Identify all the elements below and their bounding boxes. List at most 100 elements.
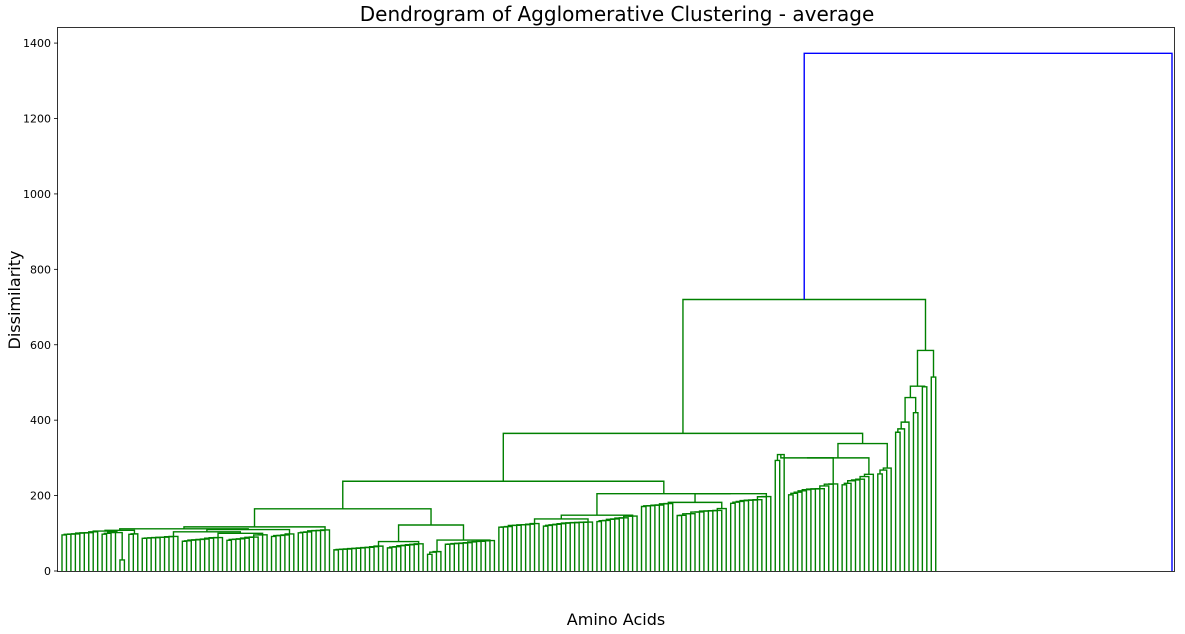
dendrogram-link: [270, 535, 277, 571]
dendrogram-link: [533, 518, 589, 524]
dendrogram-link: [426, 553, 433, 571]
dendrogram-link: [877, 473, 883, 571]
dendrogram-link: [257, 534, 268, 571]
dendrogram-link: [429, 551, 438, 571]
dendrogram-link: [172, 531, 242, 537]
dendrogram-link: [228, 538, 237, 571]
y-tick-label: 1000: [23, 188, 51, 201]
dendrogram-link: [143, 537, 152, 571]
dendrogram-link: [643, 505, 652, 571]
dendrogram-link: [333, 549, 340, 571]
dendrogram-link: [712, 509, 723, 571]
dendrogram-link: [297, 532, 304, 571]
dendrogram-link: [879, 469, 888, 571]
y-tick-label: 200: [30, 490, 51, 503]
dendrogram-link: [299, 531, 308, 571]
dendrogram-link: [560, 522, 571, 571]
dendrogram-link: [930, 376, 937, 571]
dendrogram-link: [119, 528, 249, 531]
dendrogram-link: [183, 540, 192, 571]
dendrogram-link: [351, 547, 362, 571]
dendrogram-link: [502, 432, 864, 482]
dendrogram-link: [882, 467, 892, 571]
dendrogram-link: [573, 521, 585, 571]
dendrogram-link: [544, 524, 554, 571]
dendrogram-link: [413, 543, 424, 571]
y-tick-label: 1400: [23, 37, 51, 50]
dendrogram-link: [147, 537, 157, 571]
dendrogram-link: [130, 533, 139, 571]
dendrogram-link: [846, 480, 857, 571]
dendrogram-link: [578, 521, 589, 571]
dendrogram-link: [904, 396, 917, 423]
dendrogram-link: [208, 537, 219, 571]
dendrogram-link: [61, 534, 68, 571]
dendrogram-link: [446, 543, 455, 571]
dendrogram-link: [790, 492, 799, 571]
dendrogram-link: [894, 431, 901, 571]
dendrogram-link: [837, 442, 888, 469]
y-axis: 0 200 400 600 800 1000 1200 1400: [23, 37, 58, 578]
dendrogram-link: [368, 545, 380, 571]
dendrogram-link: [682, 513, 692, 571]
dendrogram-link: [850, 479, 861, 571]
dendrogram-link: [793, 491, 803, 571]
dendrogram-link: [900, 421, 910, 571]
dendrogram-link: [609, 518, 620, 571]
dendrogram-link: [694, 492, 768, 503]
dendrogram-link: [516, 524, 527, 571]
dendrogram-link: [206, 528, 291, 534]
dendrogram-link: [855, 478, 866, 571]
dendrogram-link: [311, 529, 322, 571]
dendrogram-link: [667, 501, 723, 509]
dendrogram-link: [682, 298, 927, 434]
dendrogram-link: [596, 520, 603, 571]
dendrogram-link: [119, 559, 126, 571]
dendrogram-link: [204, 537, 215, 571]
dendrogram-link: [498, 526, 505, 571]
dendrogram-link: [596, 492, 731, 516]
dendrogram-link: [253, 508, 432, 527]
dendrogram-link: [392, 546, 402, 571]
dendrogram-link: [128, 533, 135, 571]
dendrogram-link: [181, 540, 188, 571]
dendrogram-link: [319, 529, 331, 571]
dendrogram-link: [810, 488, 821, 571]
dendrogram-link: [732, 501, 741, 571]
dendrogram-link: [654, 504, 665, 571]
y-tick-label: 1200: [23, 113, 51, 126]
dendrogram-link: [678, 514, 687, 571]
dendrogram-link: [244, 536, 255, 571]
dendrogram-link: [388, 546, 398, 571]
dendrogram-link: [342, 480, 665, 509]
dendrogram-links: [61, 52, 1173, 571]
dendrogram-link: [239, 537, 250, 571]
y-tick-label: 0: [44, 565, 51, 578]
dendrogram-link: [776, 453, 785, 571]
dendrogram-link: [729, 502, 736, 571]
dendrogram-link: [141, 537, 148, 571]
dendrogram-link: [199, 538, 210, 571]
y-tick-label: 800: [30, 263, 51, 276]
dendrogram-link: [377, 540, 420, 547]
y-tick-label: 400: [30, 414, 51, 427]
dendrogram-link: [841, 484, 848, 571]
dendrogram-link: [548, 524, 558, 571]
dendrogram-link: [386, 547, 393, 571]
dendrogram-link: [735, 500, 745, 571]
dendrogram-link: [803, 52, 1173, 571]
dendrogram-link: [155, 536, 166, 571]
dendrogram-link: [640, 505, 647, 571]
dendrogram-link: [338, 548, 349, 571]
dendrogram-link: [614, 517, 625, 571]
dendrogram-link: [79, 532, 90, 571]
dendrogram-link: [273, 534, 282, 571]
dendrogram-link: [807, 457, 870, 475]
dendrogram-link: [598, 520, 607, 571]
dendrogram-link: [397, 524, 465, 542]
dendrogram-link: [560, 514, 634, 519]
plot-frame: [57, 27, 1175, 572]
dendrogram-link: [828, 483, 839, 571]
dendrogram-link: [780, 454, 834, 484]
